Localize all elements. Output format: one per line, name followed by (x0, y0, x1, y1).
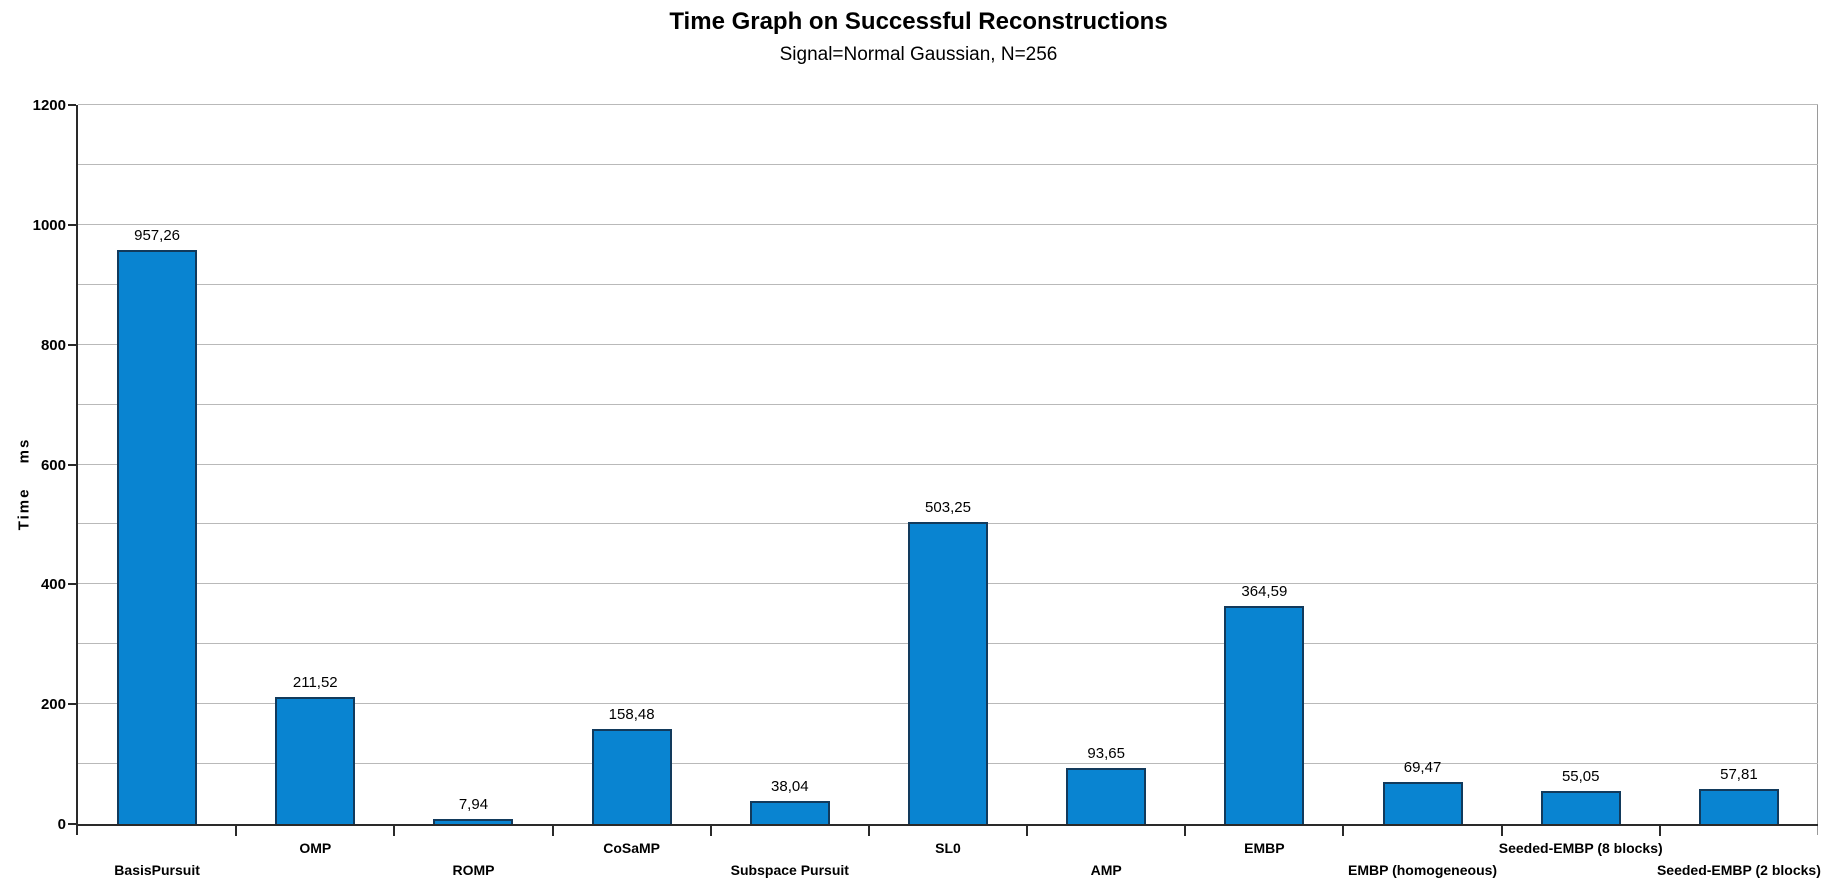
gridline (78, 343, 1818, 345)
x-axis-tick (1658, 826, 1661, 836)
bar-value-label: 211,52 (292, 674, 338, 692)
bar (1066, 767, 1147, 824)
y-axis-tick-label: 600 (40, 456, 66, 474)
chart-title: Time Graph on Successful Reconstructions (669, 8, 1168, 35)
category-label: ROMP (452, 862, 495, 878)
x-axis-tick (867, 826, 870, 836)
category-label: Subspace Pursuit (730, 862, 849, 878)
x-axis-tick (393, 826, 396, 836)
bar-value-label: 93,65 (1087, 744, 1125, 762)
y-axis-tick (68, 223, 76, 226)
y-axis-tick-label: 200 (40, 696, 66, 714)
category-label: Seeded-EMBP (2 blocks) (1656, 862, 1821, 878)
bar (1698, 789, 1779, 824)
y-axis-tick-label: 0 (57, 816, 66, 833)
bar-value-label: 69,47 (1403, 759, 1442, 777)
x-axis-tick (1026, 826, 1029, 836)
y-axis-title: Time ms (15, 437, 33, 531)
category-label: BasisPursuit (114, 862, 200, 878)
x-axis-tick (235, 826, 238, 836)
plot-area: 0 200 400 600 800 1000 1200 957,26 BasisPursuit 2… (33, 97, 1821, 878)
y-axis-tick (68, 823, 76, 825)
gridline (78, 223, 1818, 225)
x-axis-tick (709, 826, 712, 836)
y-axis-tick (68, 463, 76, 466)
y-axis-tick-label: 800 (40, 336, 66, 354)
bar (117, 250, 198, 824)
chart-subtitle: Signal=Normal Gaussian, N=256 (779, 44, 1058, 65)
bar-value-label: 957,26 (134, 227, 181, 245)
y-axis-tick-label: 1000 (32, 216, 66, 234)
y-axis-tick-label: 400 (40, 576, 66, 594)
category-label: OMP (299, 840, 332, 856)
y-axis-tick (68, 343, 76, 346)
bar (1382, 782, 1463, 824)
category-label: EMBP (homogeneous) (1347, 862, 1498, 878)
bar-value-label: 7,94 (458, 796, 489, 814)
category-label: Seeded-EMBP (8 blocks) (1498, 840, 1663, 856)
bar (749, 801, 830, 824)
y-axis-line (76, 105, 78, 835)
bar (433, 819, 514, 824)
bar-value-label: 57,81 (1720, 766, 1758, 784)
gridline (78, 463, 1818, 465)
bar-value-label: 364,59 (1241, 582, 1288, 600)
y-axis-tick (68, 703, 76, 706)
gridline (78, 163, 1818, 165)
bar-value-label: 503,25 (925, 499, 971, 517)
plot-right-border (1817, 105, 1818, 835)
category-label: CoSaMP (603, 840, 661, 856)
bar (275, 697, 356, 824)
bar (1540, 791, 1621, 824)
x-axis-tick (551, 826, 554, 836)
category-label: SL0 (935, 840, 961, 856)
bar (908, 522, 988, 824)
x-axis-tick (1184, 826, 1187, 836)
gridline (78, 283, 1818, 285)
bar-value-label: 55,05 (1561, 768, 1600, 786)
x-axis-tick (1342, 826, 1345, 836)
bar (1224, 605, 1305, 824)
category-label: EMBP (1244, 840, 1285, 856)
x-axis-line (76, 824, 1818, 826)
gridline (78, 403, 1818, 405)
y-axis-tick (68, 583, 76, 586)
y-axis-tick (68, 104, 76, 106)
x-axis-tick (1500, 826, 1503, 836)
bar-value-label: 158,48 (608, 706, 655, 724)
bar-value-label: 38,04 (771, 778, 809, 796)
gridline (78, 104, 1818, 105)
y-axis-tick-label: 1200 (32, 97, 66, 114)
bar (591, 729, 672, 824)
category-label: AMP (1090, 862, 1122, 878)
